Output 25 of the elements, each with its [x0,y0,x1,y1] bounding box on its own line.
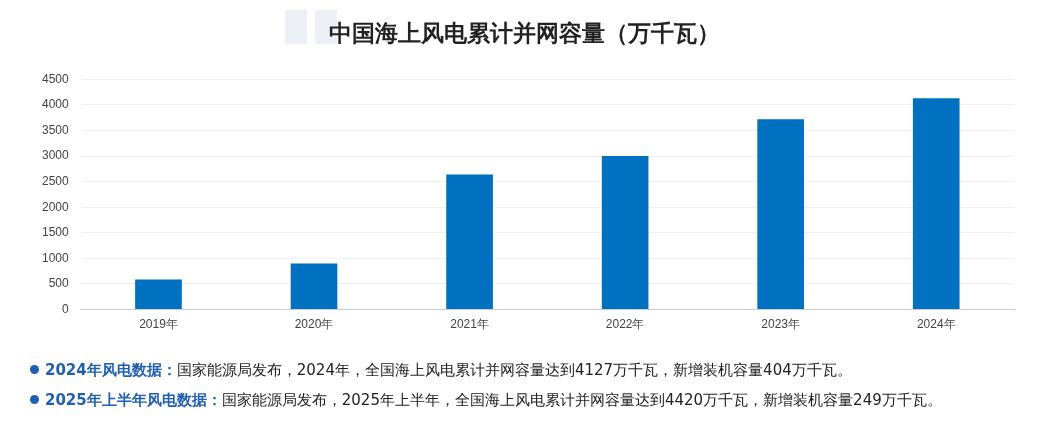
y-tick-label: 2500 [41,173,70,188]
text: 2025年上半年风电数据：国家能源局发布，2025年上半年，全国海上风电累计并网容量达到4420万千瓦，新增装机容量249万千瓦。 [44,390,942,411]
bar [912,98,960,310]
y-tick-label: 4000 [41,97,70,112]
text: 2024年风电数据：国家能源局发布，2024年，全国海上风电累计并网容量达到4127万千瓦，新增装机容量404万千瓦。 [44,360,853,381]
y-tick-label: 500 [48,276,70,291]
y-tick-label: 3000 [41,148,70,163]
bar [290,263,338,310]
bar [135,279,182,310]
bar [757,119,805,310]
x-tick-label: 2020年 [294,317,334,332]
y-tick-label: 4500 [41,71,70,86]
y-tick-label: 1000 [41,250,70,265]
x-tick-label: 2019年 [139,317,178,332]
bar [601,156,649,310]
y-tick-label: 0 [62,301,70,316]
x-tick-label: 2021年 [450,317,489,332]
bar [446,174,493,310]
chart-title: 中国海上风电累计并网容量（万千瓦） [327,19,721,48]
x-tick-label: 2024年 [916,317,956,332]
y-tick-label: 3500 [41,122,70,137]
y-tick-label: 1500 [41,225,70,240]
y-tick-label: 2000 [41,199,70,214]
x-tick-label: 2022年 [605,317,645,332]
x-tick-label: 2023年 [761,317,801,332]
